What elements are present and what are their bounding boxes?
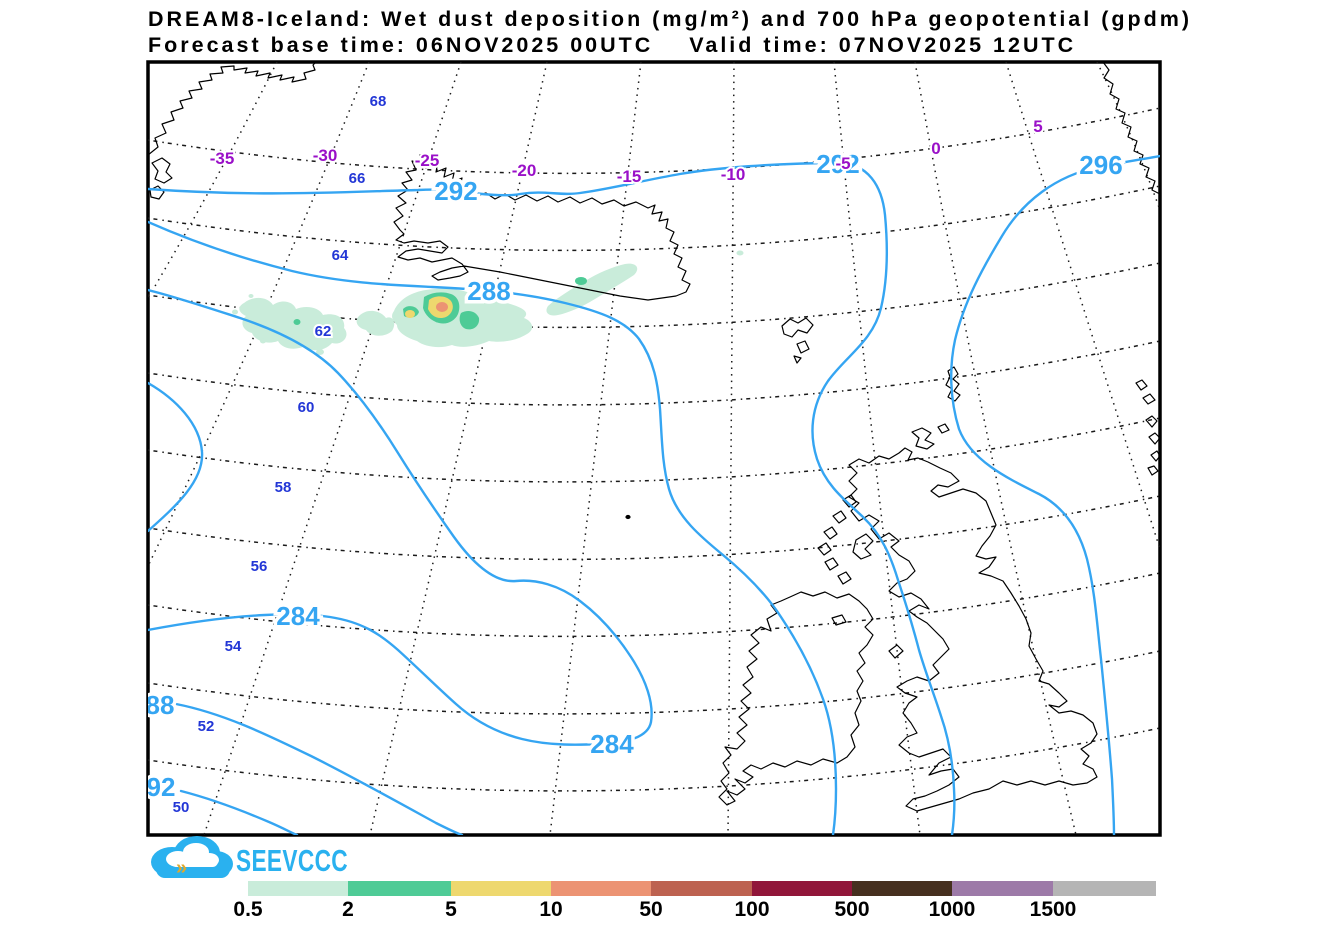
coast-greenland-islands: [149, 157, 173, 200]
seevccc-logo: » SEEVCCC: [151, 836, 348, 879]
contour-label: 296: [1079, 150, 1122, 180]
contour-288-north: [148, 220, 838, 835]
longitude-label: -35: [210, 149, 235, 168]
colorbar-tick-label: 5: [445, 898, 457, 921]
coast-great-britain: [848, 447, 1098, 812]
colorbar-segment: [952, 881, 1053, 896]
colorbar-segment: [348, 881, 451, 896]
deposition-colorbar: 0.5 2 5 10 50 100 500 1000 1500: [233, 881, 1156, 921]
contour-label: 92: [147, 772, 176, 802]
latitude-label: 54: [225, 638, 242, 655]
longitude-label: -30: [313, 146, 338, 165]
contour-296: [950, 154, 1160, 835]
colorbar-segment: [852, 881, 952, 896]
longitude-label: 0: [931, 139, 940, 158]
cloud-arrow-icon: »: [176, 857, 187, 879]
contour-label: 284: [590, 729, 634, 759]
longitude-label: -25: [415, 151, 440, 170]
longitude-label: -15: [617, 167, 642, 186]
colorbar-segment: [451, 881, 551, 896]
contour-label: 288: [467, 276, 510, 306]
latitude-label: 56: [251, 558, 268, 575]
contour-288-south: [174, 702, 464, 835]
contour-292-north: [148, 161, 956, 835]
chart-title: DREAM8-Iceland: Wet dust deposition (mg/…: [148, 7, 1193, 31]
colorbar-segment: [248, 881, 348, 896]
latitude-label: 52: [198, 718, 215, 735]
colorbar-tick-label: 0.5: [233, 898, 263, 921]
coast-isle-of-man: [888, 644, 904, 659]
coastlines: [148, 62, 1160, 812]
contour-label: 88: [146, 690, 175, 720]
colorbar-tick-label: 2: [342, 898, 354, 921]
geopotential-contours: [148, 154, 1160, 835]
latitude-label: 62: [315, 323, 332, 340]
colorbar-segment: [1053, 881, 1156, 896]
coast-orkney: [911, 423, 950, 450]
contour-label: 292: [434, 176, 477, 206]
coast-shetland: [945, 366, 961, 402]
dust-deposition-level4: [436, 302, 448, 312]
coast-faroes: [781, 317, 814, 364]
latitude-label: 68: [370, 93, 387, 110]
latitude-label: 50: [173, 799, 190, 816]
graticule-meridians: [148, 62, 1160, 835]
longitude-label: -20: [512, 161, 537, 180]
contour-label: 292: [816, 149, 859, 179]
latitude-label: 64: [332, 247, 349, 264]
latitude-label: 60: [298, 399, 315, 416]
colorbar-tick-label: 1000: [929, 898, 976, 921]
colorbar-tick-label: 50: [639, 898, 662, 921]
contour-value-labels: 292 288 292 296 284 284 88 92: [146, 146, 1126, 806]
colorbar-tick-label: 1500: [1030, 898, 1077, 921]
coast-iceland: [393, 154, 691, 301]
coast-lough-neagh: [831, 614, 847, 626]
contour-292-south: [179, 789, 299, 835]
coast-ireland: [718, 591, 874, 806]
longitude-label: -10: [721, 165, 746, 184]
latitude-label: 58: [275, 479, 292, 496]
logo-text: SEEVCCC: [236, 843, 348, 878]
longitude-label: 5: [1033, 117, 1042, 136]
contour-284: [148, 288, 653, 746]
colorbar-tick-label: 500: [834, 898, 869, 921]
longitude-labels: -35 -30 -25 -20 -15 -10 -5 0 5: [208, 115, 1045, 188]
chart-subtitle: Forecast base time: 06NOV2025 00UTC Vali…: [148, 33, 1077, 57]
colorbar-segment: [651, 881, 752, 896]
contour-280-bulge: [148, 381, 204, 533]
coast-small-island: [625, 514, 631, 520]
colorbar-tick-label: 10: [539, 898, 562, 921]
colorbar-segment: [752, 881, 852, 896]
colorbar-segment: [551, 881, 651, 896]
latitude-label: 66: [349, 170, 366, 187]
coast-hebrides: [817, 494, 874, 585]
longitude-label: -5: [835, 154, 850, 173]
cloud-icon: »: [151, 836, 233, 879]
colorbar-tick-label: 100: [734, 898, 769, 921]
contour-label: 284: [276, 601, 320, 631]
coast-greenland: [148, 62, 317, 156]
coast-norway-islands: [1135, 379, 1160, 476]
coast-norway: [1102, 62, 1160, 195]
latitude-labels: 68 66 64 62 60 58 56 54 52 50: [171, 91, 389, 818]
